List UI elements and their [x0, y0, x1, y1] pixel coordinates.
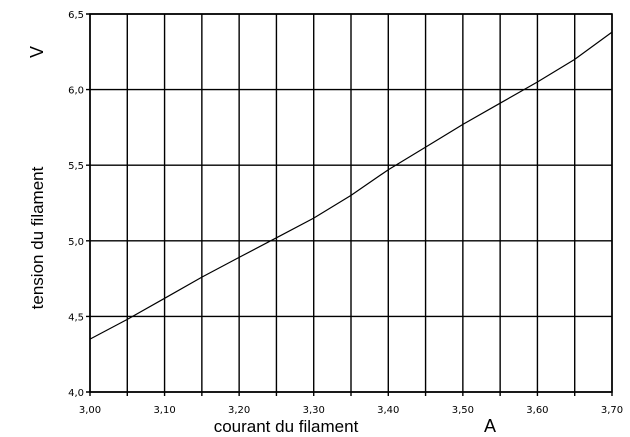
x-tick-label: 3,50	[452, 405, 474, 416]
y-tick-label: 6,0	[68, 86, 84, 97]
x-axis-title: courant du filament	[214, 417, 359, 436]
x-tick-label: 3,60	[526, 405, 548, 416]
y-tick-label: 4,0	[68, 388, 84, 399]
x-tick-label: 3,30	[303, 405, 325, 416]
x-tick-label: 3,70	[601, 405, 623, 416]
series-layer	[89, 31, 613, 340]
y-tick-label: 5,0	[68, 237, 84, 248]
x-tick-label: 3,40	[377, 405, 399, 416]
plot-frame	[89, 13, 613, 393]
y-axis-title: tension du filament	[28, 166, 47, 309]
x-tick-labels: 3,00 3,10 3,20 3,30 3,40 3,50 3,60 3,70	[79, 405, 623, 416]
y-axis-unit: V	[27, 46, 47, 58]
y-tick-labels: 4,0 4,5 5,0 5,5 6,0 6,5	[68, 10, 84, 399]
y-tick-label: 4,5	[68, 312, 84, 323]
x-tick-label: 3,20	[228, 405, 250, 416]
x-axis-unit: A	[484, 416, 496, 436]
series-line	[89, 31, 613, 340]
x-tick-label: 3,00	[79, 405, 101, 416]
y-tick-label: 5,5	[68, 161, 84, 172]
y-tick-label: 6,5	[68, 10, 84, 21]
grid	[86, 13, 613, 396]
x-tick-label: 3,10	[153, 405, 175, 416]
